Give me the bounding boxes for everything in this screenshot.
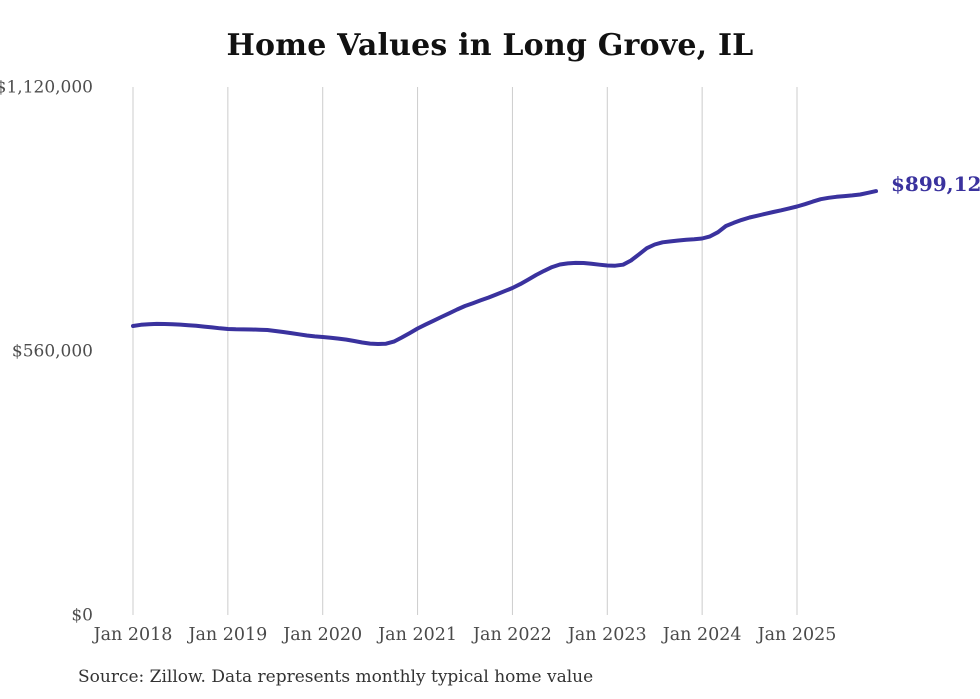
y-tick-label: $560,000 <box>12 342 93 362</box>
x-tick-label: Jan 2021 <box>376 625 457 645</box>
x-tick-label: Jan 2020 <box>281 625 362 645</box>
x-tick-label: Jan 2019 <box>186 625 267 645</box>
x-tick-label: Jan 2022 <box>471 625 552 645</box>
x-tick-label: Jan 2023 <box>566 625 647 645</box>
x-tick-label: Jan 2024 <box>661 625 742 645</box>
chart-title: Home Values in Long Grove, IL <box>226 28 754 63</box>
x-tick-label: Jan 2025 <box>756 625 837 645</box>
home-value-line <box>131 189 878 346</box>
y-tick-label: $1,120,000 <box>0 78 93 98</box>
y-tick-label: $0 <box>71 606 93 626</box>
latest-value-label: $899,128 <box>891 172 980 196</box>
source-note: Source: Zillow. Data represents monthly … <box>78 667 594 687</box>
x-tick-label: Jan 2018 <box>92 625 173 645</box>
